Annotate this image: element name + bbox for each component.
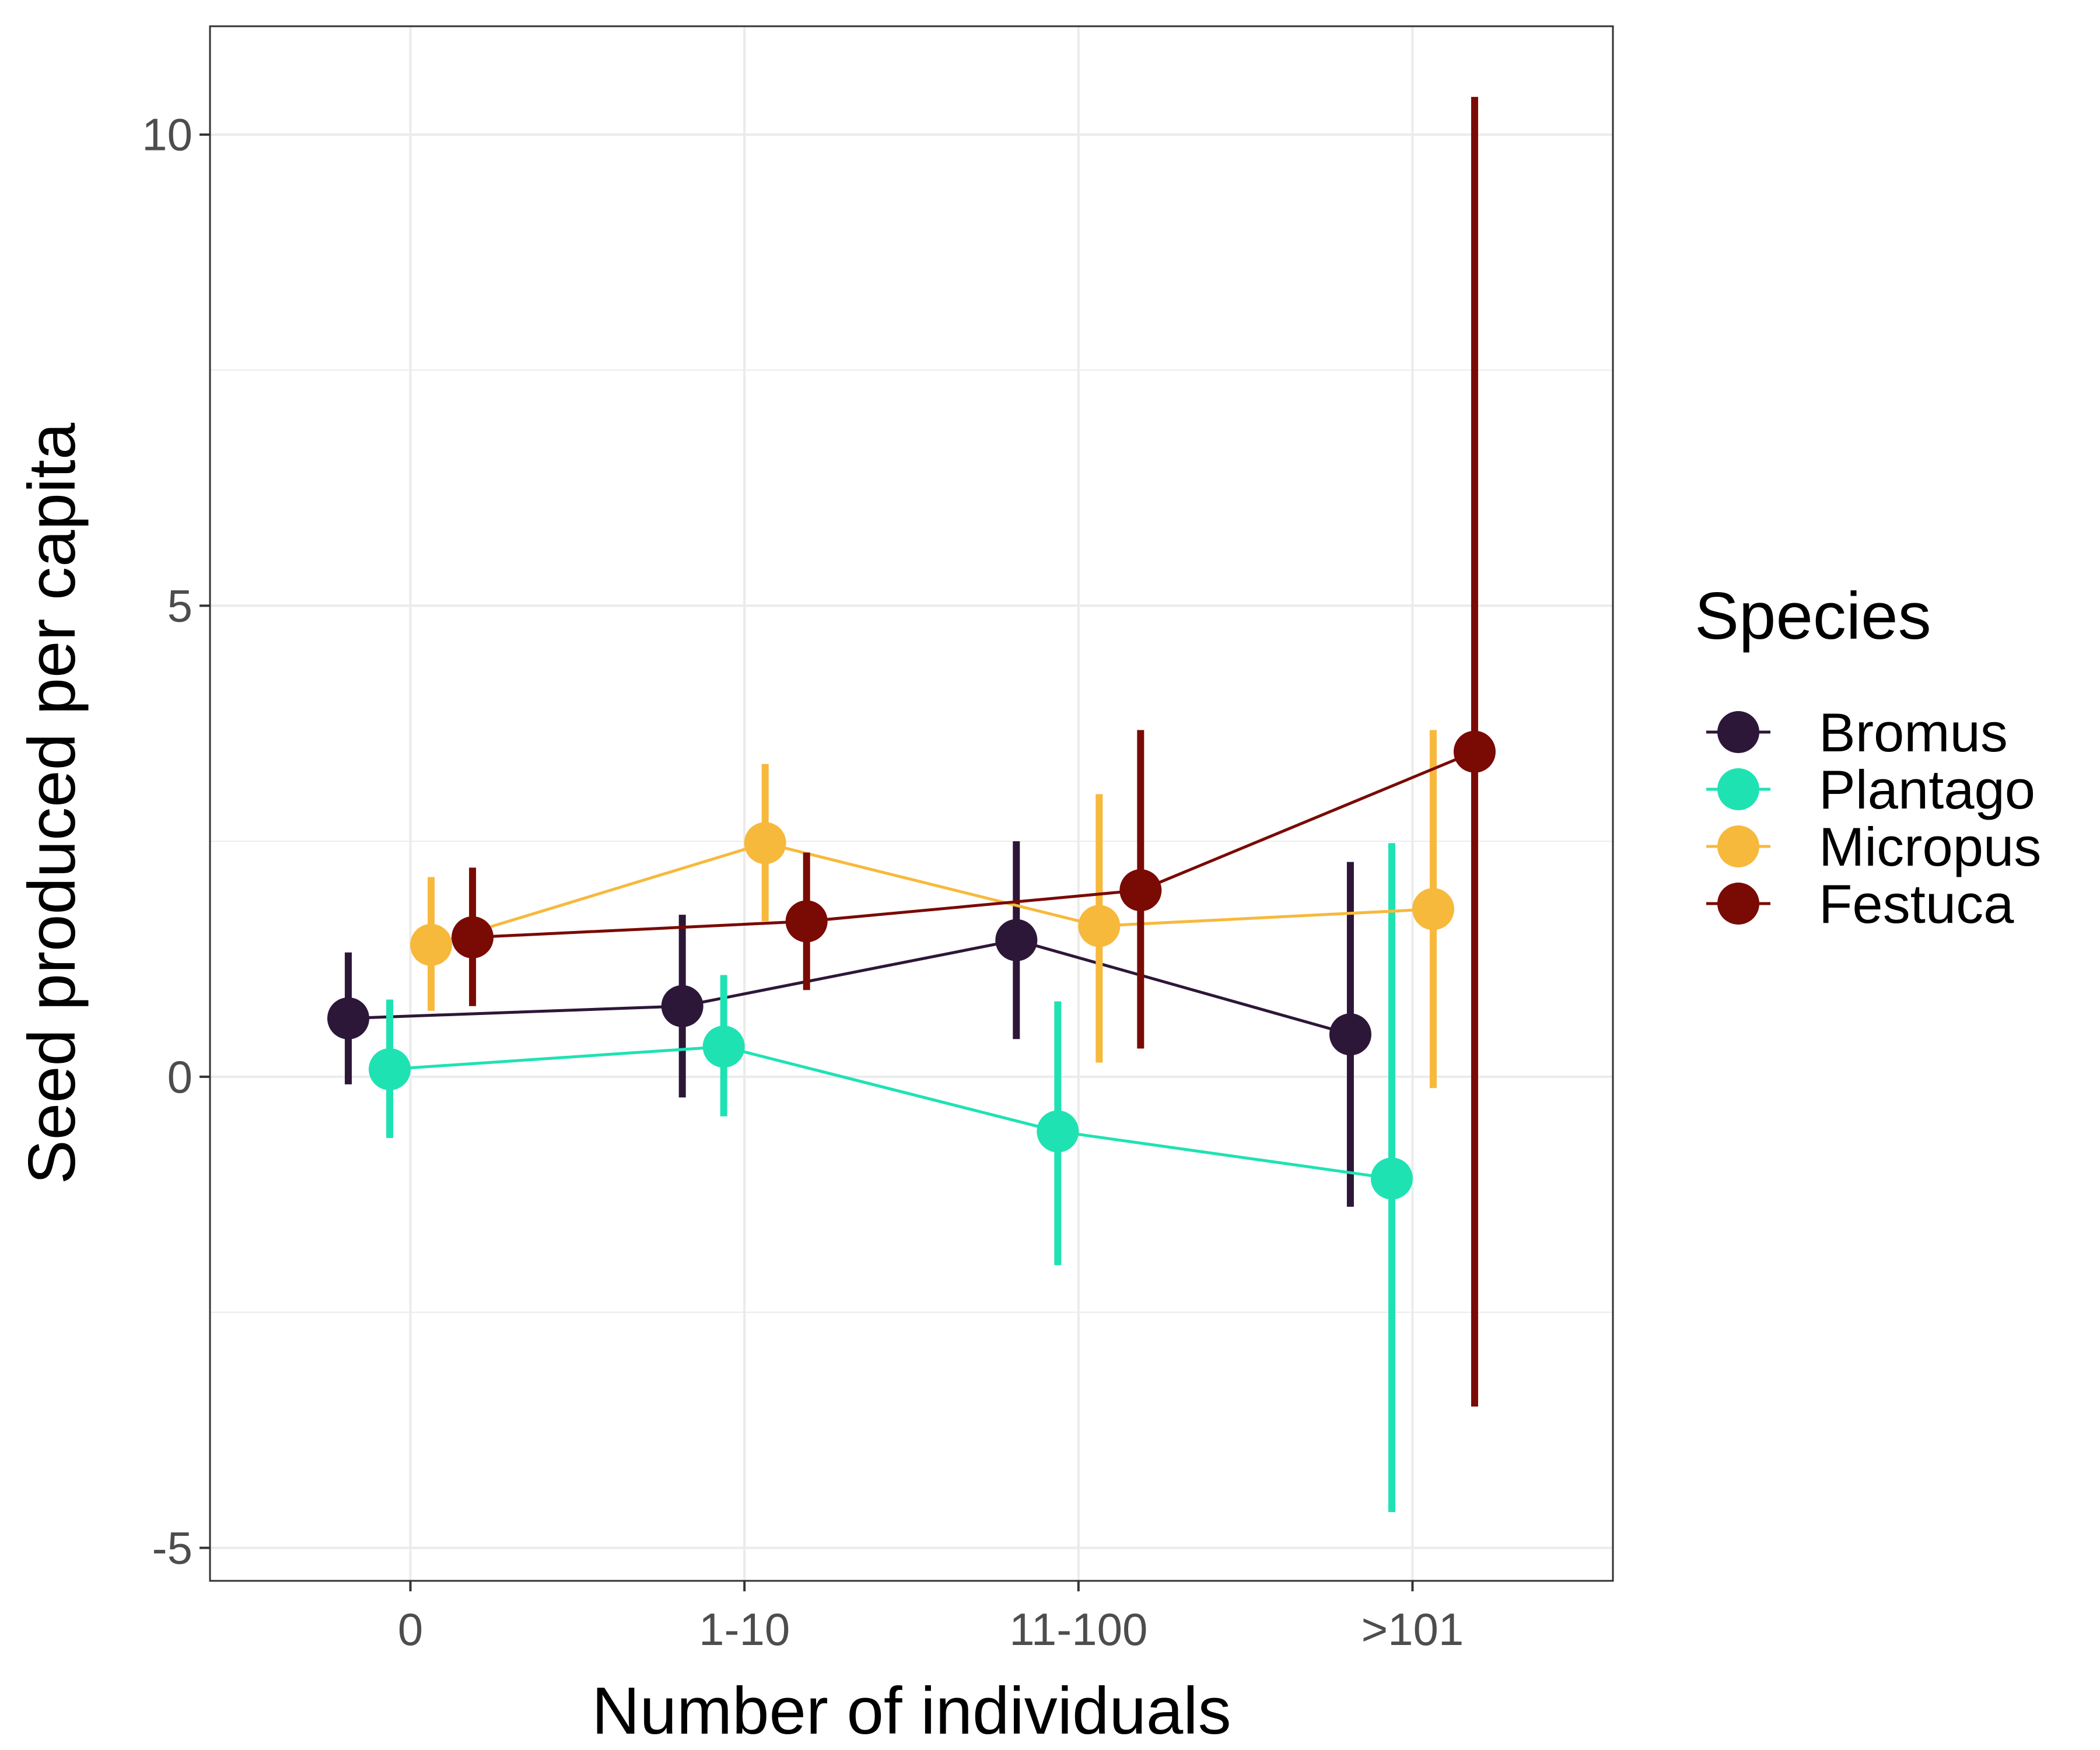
data-point-bromus	[1329, 1013, 1371, 1056]
legend-label-plantago: Plantago	[1819, 759, 2035, 820]
legend-label-festuca: Festuca	[1819, 873, 2014, 935]
x-axis-title: Number of individuals	[592, 1674, 1231, 1748]
legend-label-bromus: Bromus	[1819, 702, 2008, 763]
legend-key-point	[1717, 883, 1759, 925]
data-point-micropus	[1078, 905, 1121, 947]
data-point-festuca	[1119, 869, 1162, 912]
data-point-festuca	[785, 900, 828, 943]
data-point-festuca	[452, 916, 494, 958]
legend-title: Species	[1695, 579, 1931, 653]
x-tick-label: >101	[1362, 1604, 1464, 1655]
data-point-plantago	[369, 1048, 411, 1090]
data-point-micropus	[1412, 888, 1454, 930]
series-layer	[327, 97, 1496, 1513]
x-tick-label: 11-100	[1009, 1604, 1147, 1655]
legend-label-micropus: Micropus	[1819, 816, 2041, 877]
legend-item-micropus: Micropus	[1706, 816, 2041, 877]
series-festuca	[452, 97, 1496, 1407]
data-point-micropus	[744, 822, 786, 864]
legend-key-point	[1717, 711, 1759, 753]
data-point-festuca	[1453, 730, 1496, 773]
y-tick-label: 5	[167, 580, 192, 631]
data-point-plantago	[1037, 1110, 1079, 1153]
axes: -5 0 5 10 0 1-10 11-100 >101	[142, 109, 1464, 1655]
y-tick-label: -5	[152, 1522, 192, 1573]
y-tick-label: 10	[142, 109, 192, 160]
series-line-plantago	[389, 1045, 1392, 1180]
series-plantago	[369, 843, 1413, 1513]
legend-key-point	[1717, 768, 1759, 810]
data-point-bromus	[661, 985, 704, 1027]
series-bromus	[327, 841, 1371, 1207]
series-line-festuca	[472, 750, 1475, 939]
plot-panel-border	[209, 25, 1614, 1582]
data-point-bromus	[327, 997, 370, 1040]
x-tick-label: 0	[398, 1604, 423, 1655]
series-line-micropus	[430, 841, 1434, 947]
series-line-bromus	[348, 939, 1351, 1036]
grid-lines	[210, 26, 1613, 1581]
data-point-bromus	[995, 919, 1038, 961]
x-tick-label: 1-10	[699, 1604, 790, 1655]
legend-item-festuca: Festuca	[1706, 873, 2014, 935]
legend-item-bromus: Bromus	[1706, 702, 2008, 763]
data-point-plantago	[1370, 1157, 1413, 1200]
legend-key-point	[1717, 825, 1759, 867]
y-axis-title: Seed produced per capita	[15, 422, 89, 1184]
y-tick-label: 0	[167, 1051, 192, 1102]
legend-item-plantago: Plantago	[1706, 759, 2035, 820]
series-micropus	[410, 730, 1454, 1088]
data-point-plantago	[702, 1026, 745, 1068]
data-point-micropus	[410, 923, 453, 966]
